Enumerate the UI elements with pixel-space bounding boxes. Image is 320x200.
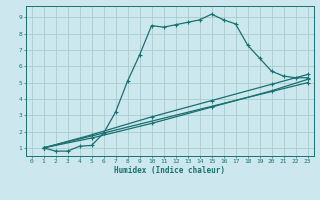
X-axis label: Humidex (Indice chaleur): Humidex (Indice chaleur) [114,166,225,175]
